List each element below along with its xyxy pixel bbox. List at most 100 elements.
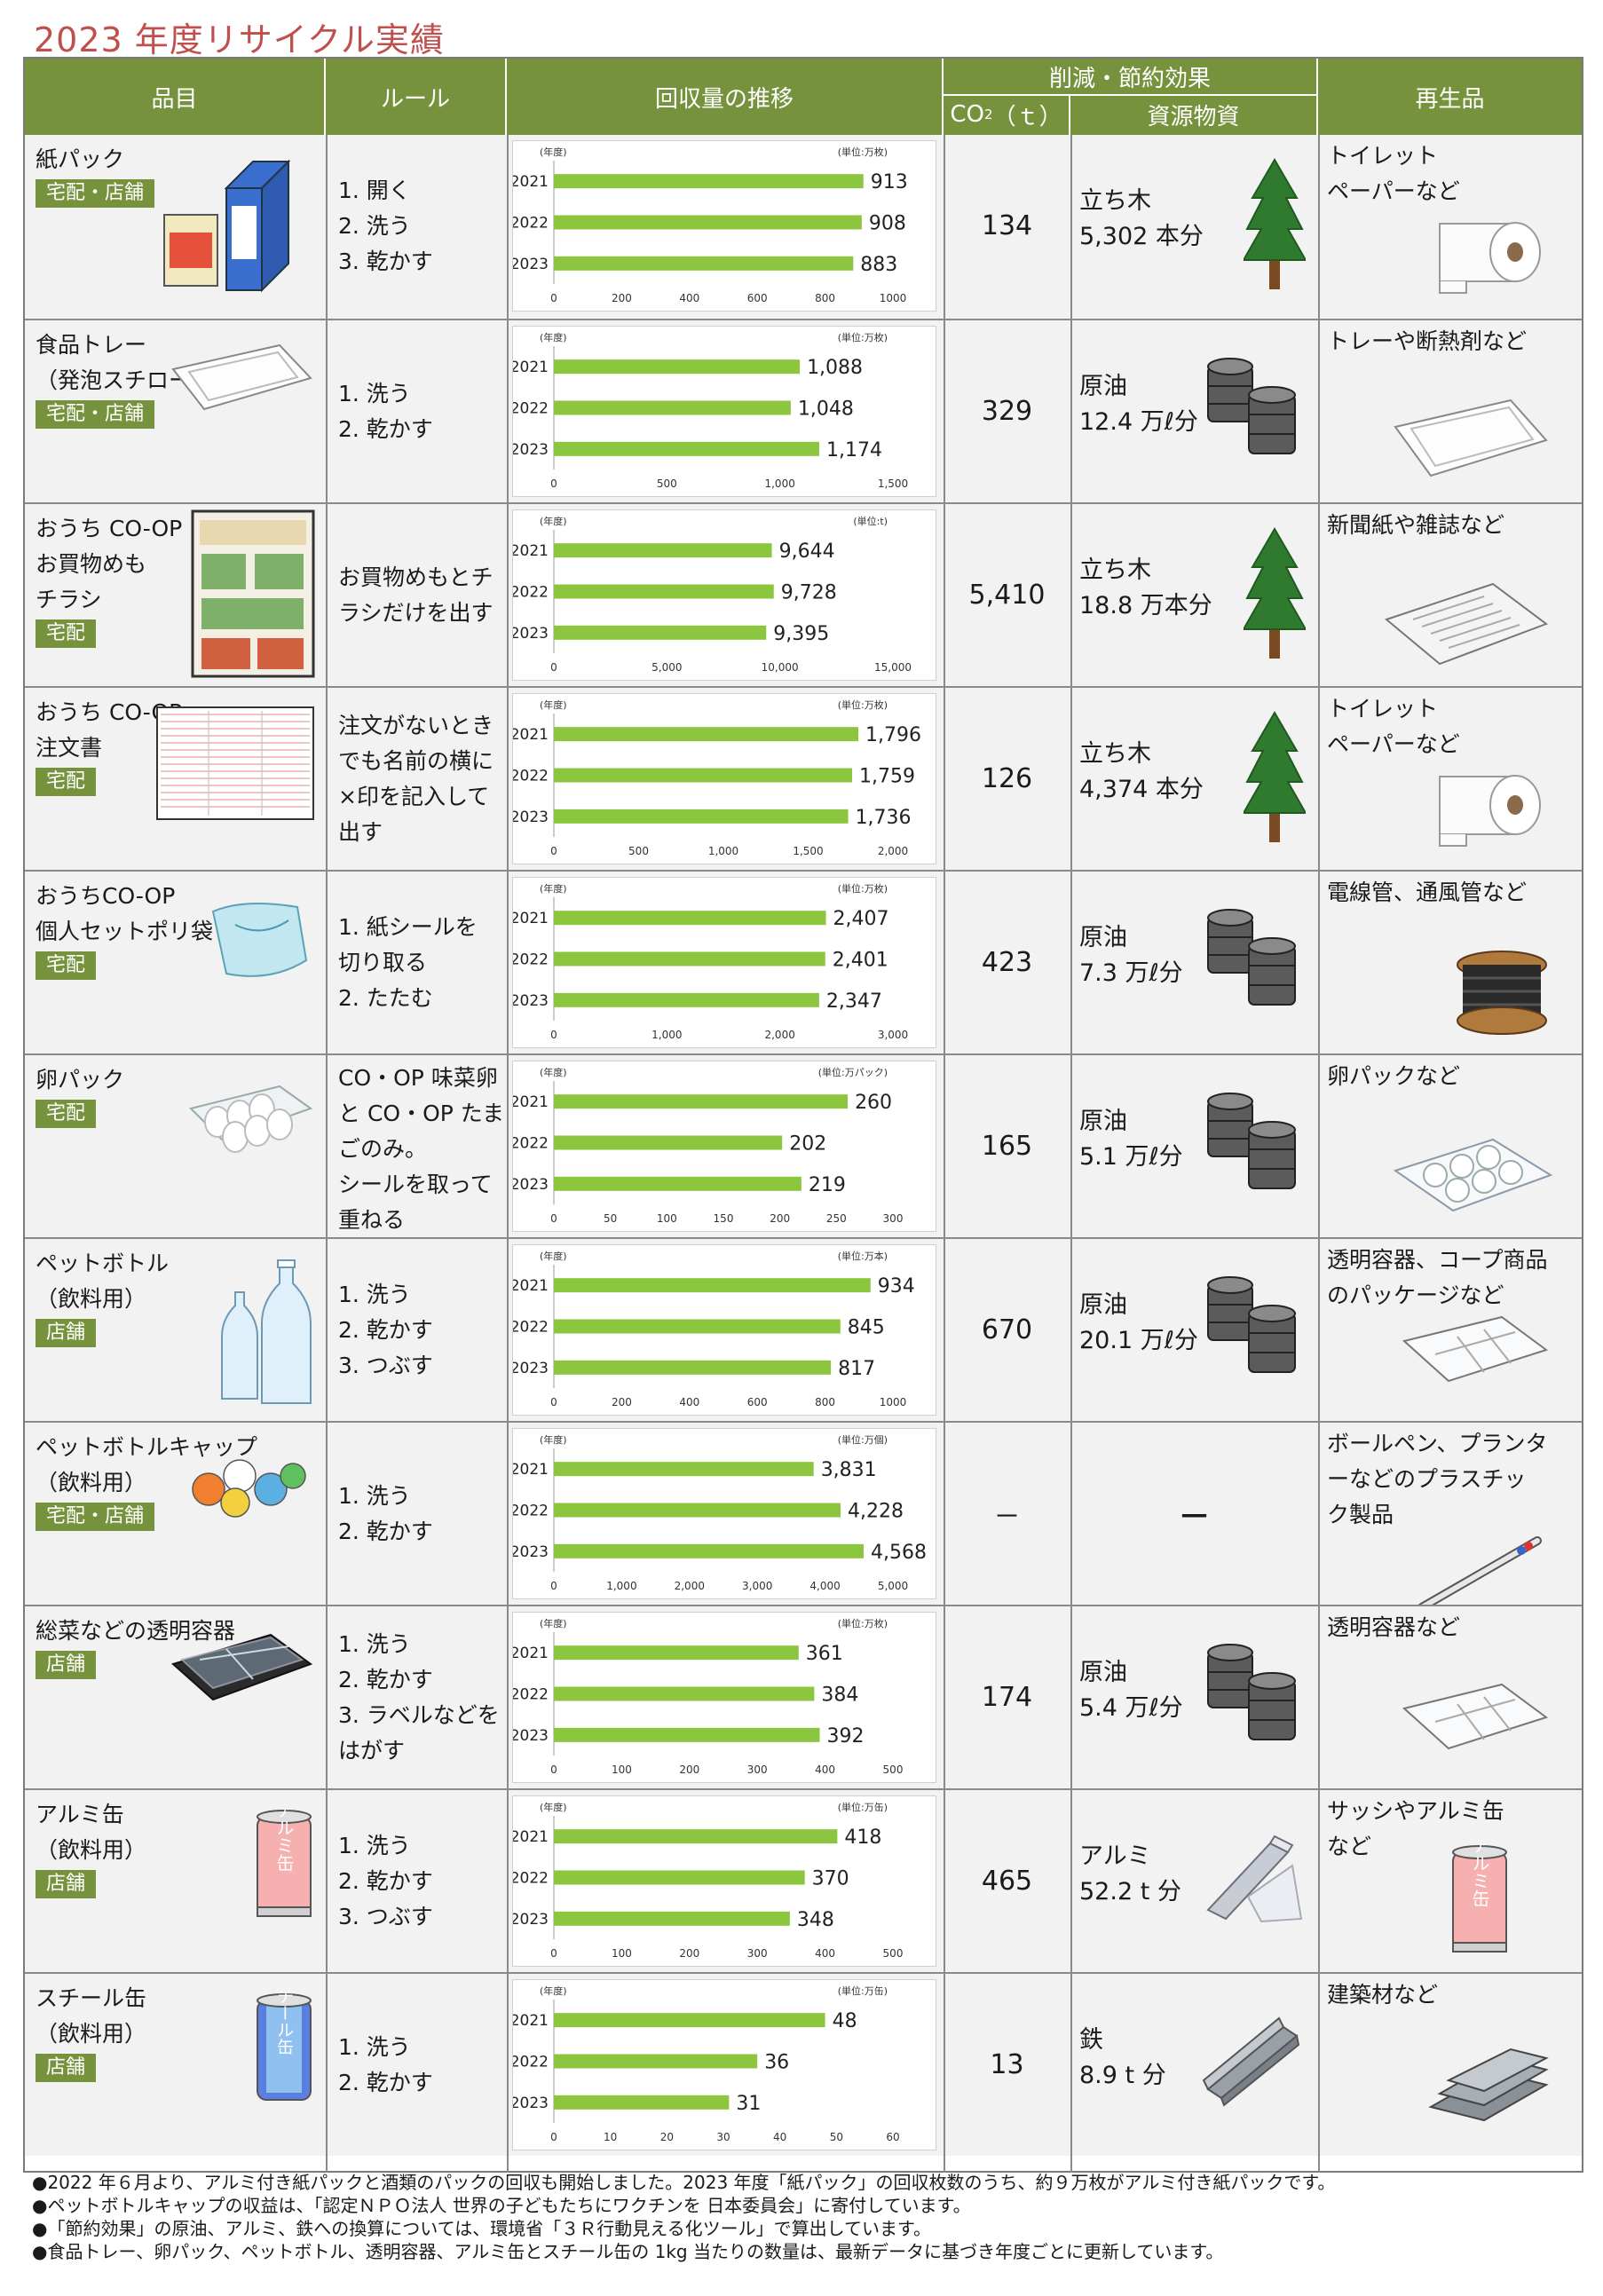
rule-text: 1. 洗う 2. 乾かす [338,380,433,442]
cable-reel-icon [1457,951,1547,1035]
co2-cell: 126 [944,688,1070,870]
product-cell: トイレット ペーパーなど [1318,688,1582,870]
rule-text: 1. 洗う 2. 乾かす 3. ラベルなどを はがす [338,1630,500,1763]
chart-tick-label: 10 [604,2131,617,2143]
chart-bar [554,727,859,742]
channel-badge: 宅配 [36,1100,97,1128]
chart-value-label: 1,174 [826,439,882,462]
chart-tick-label: 500 [657,477,677,490]
oil-drum-icon [1207,358,1296,454]
rule-text: 1. 開く 2. 洗う 3. 乾かす [338,177,433,274]
table-row: 紙パック 宅配・店舗 1. 開く 2. 洗う 3. 乾かす (年度) (単位:万枚) 20… [25,135,1582,319]
chart-tick-label: 200 [679,1763,699,1776]
product-cell: サッシやアルミ缶 など アルミ缶 [1318,1790,1582,1972]
page-title: 2023 年度リサイクル実績 [34,20,445,59]
chart-tick-label: 4,000 [809,1580,840,1592]
chart-tick-label: 0 [550,661,557,674]
tree-icon [1242,158,1307,289]
chart-bar [554,1319,841,1334]
bar-chart: (年度) (単位:万缶) 2021 418 2022 370 2023 348 0 100 200 3… [510,1801,904,1960]
co2-value: 13 [990,2049,1024,2080]
chart-tick-label: 3,000 [742,1580,772,1592]
footnote: ●2022 年６月より、アルミ付き紙パックと酒類のパックの回収も開始しました。2… [32,2172,1336,2193]
header-resource: 資源物資 [1070,94,1318,135]
oil-drum-icon [1207,1093,1296,1189]
item-illustration [200,889,315,990]
deli-container-icon [170,1633,313,1701]
product-text: ボールペン、プランタ ーなどのプラスチッ ク製品 [1327,1431,1548,1527]
resource-illustration [1242,527,1307,664]
chart-value-label: 1,088 [807,357,863,379]
channel-badge: 宅配 [36,768,97,796]
rule-cell: 1. 洗う 2. 乾かす 3. つぶす [326,1790,507,1972]
chart-tick-label: 500 [883,1947,904,1960]
chart-bar [554,1870,805,1885]
chart-tick-label: 300 [883,1212,904,1225]
chart-tick-label: 30 [716,2131,730,2143]
bar-chart: (年度) (単位:万缶) 2021 48 2022 36 2023 31 0 10 20 30 40 50… [510,1984,900,2143]
product-text: 建築材など [1327,1982,1439,2008]
item-name: スチール缶 （飲料用） [36,1985,147,2047]
chart-value-label: 4,228 [848,1501,904,1523]
resource-text: 原油 12.4 万ℓ分 [1079,373,1198,436]
resource-cell: 原油 5.4 万ℓ分 [1070,1606,1318,1788]
chart-year-label: 2023 [513,992,549,1010]
chart-tick-label: 0 [550,1396,557,1408]
chart-bar [554,1176,802,1191]
chart-tick-label: 500 [883,1763,904,1776]
item-illustration [182,1440,315,1524]
co2-cell: 165 [944,1055,1070,1237]
resource-text: アルミ 52.2 t 分 [1079,1842,1181,1905]
item-cell: ペットボトル （飲料用） 店舗 [25,1239,326,1421]
product-text: 卵パックなど [1327,1063,1461,1089]
chart-year-label: 2023 [513,1543,549,1561]
resource-illustration [1242,711,1307,848]
item-illustration [217,1257,315,1411]
chart-frame: (年度) (単位:万本) 2021 934 2022 845 2023 817 0 200 400 6… [510,1244,936,1416]
item-name: おうち CO-OP お買物めも チラシ [36,516,183,612]
chart-year-label: 2021 [513,1645,549,1662]
chart-year-label: 2022 [513,2054,549,2071]
chart-unit-label: (単位:万枚) [838,698,888,711]
item-name: 紙パック [36,146,125,172]
chart-frame: (年度) (単位:万枚) 2021 1,088 2022 1,048 2023 1,174 0 5… [510,326,936,497]
bar-chart: (年度) (単位:万枚) 2021 913 2022 908 2023 883 0 200 400 6… [510,146,908,304]
table-row: 総菜などの透明容器 店舗 1. 洗う 2. 乾かす 3. ラベルなどを はがす (年度… [25,1605,1582,1788]
product-illustration [1395,1310,1555,1393]
bar-chart: (年度) (単位:万枚) 2021 1,796 2022 1,759 2023 1,736 0 5… [510,698,921,857]
item-illustration [155,706,315,825]
chart-year-label: 2023 [513,1911,549,1929]
trend-cell: (年度) (単位:万缶) 2021 48 2022 36 2023 31 0 10 20 30 40 50… [507,1974,944,2156]
resource-text: 立ち木 4,374 本分 [1079,740,1204,803]
chart-tick-label: 400 [679,292,699,304]
co2-unit: （ｔ） [992,103,1062,130]
co2-value: 5,410 [968,580,1046,611]
chart-value-label: 1,048 [798,398,854,421]
chart-year-label: 2021 [513,1093,549,1111]
channel-badge: 店舗 [36,1870,97,1898]
table-row: ペットボトル （飲料用） 店舗 1. 洗う 2. 乾かす 3. つぶす (年度) (単位… [25,1237,1582,1421]
chart-value-label: 908 [869,213,906,235]
rule-text: 1. 洗う 2. 乾かす [338,2033,433,2095]
channel-badge-wrap: 宅配 [36,951,97,980]
chart-year-label: 2022 [513,1870,549,1888]
chart-tick-label: 200 [679,1947,699,1960]
egg-carton-icon [189,1085,313,1153]
chart-year-caption: (年度) [540,1250,567,1262]
chart-unit-label: (単位:万パック) [818,1066,888,1078]
product-illustration [1431,759,1555,851]
chart-tick-label: 100 [612,1763,632,1776]
item-illustration: アルミ缶 [253,1801,315,1927]
trend-cell: (年度) (単位:万枚) 2021 2,407 2022 2,401 2023 2,347 0 1… [507,872,944,1053]
bar-chart: (年度) (単位:万本) 2021 934 2022 845 2023 817 0 200 400 6… [510,1250,915,1408]
channel-badge: 宅配・店舗 [36,1503,155,1531]
item-illustration [182,1073,315,1165]
chart-value-label: 817 [838,1358,875,1380]
tree-icon [1242,527,1307,659]
chart-unit-label: (単位:万枚) [838,331,888,343]
chart-unit-label: (単位:万個) [838,1433,888,1446]
chart-tick-label: 400 [815,1763,835,1776]
product-illustration [1378,575,1555,676]
item-name: 卵パック [36,1067,125,1093]
channel-badge-wrap: 店舗 [36,1319,97,1347]
